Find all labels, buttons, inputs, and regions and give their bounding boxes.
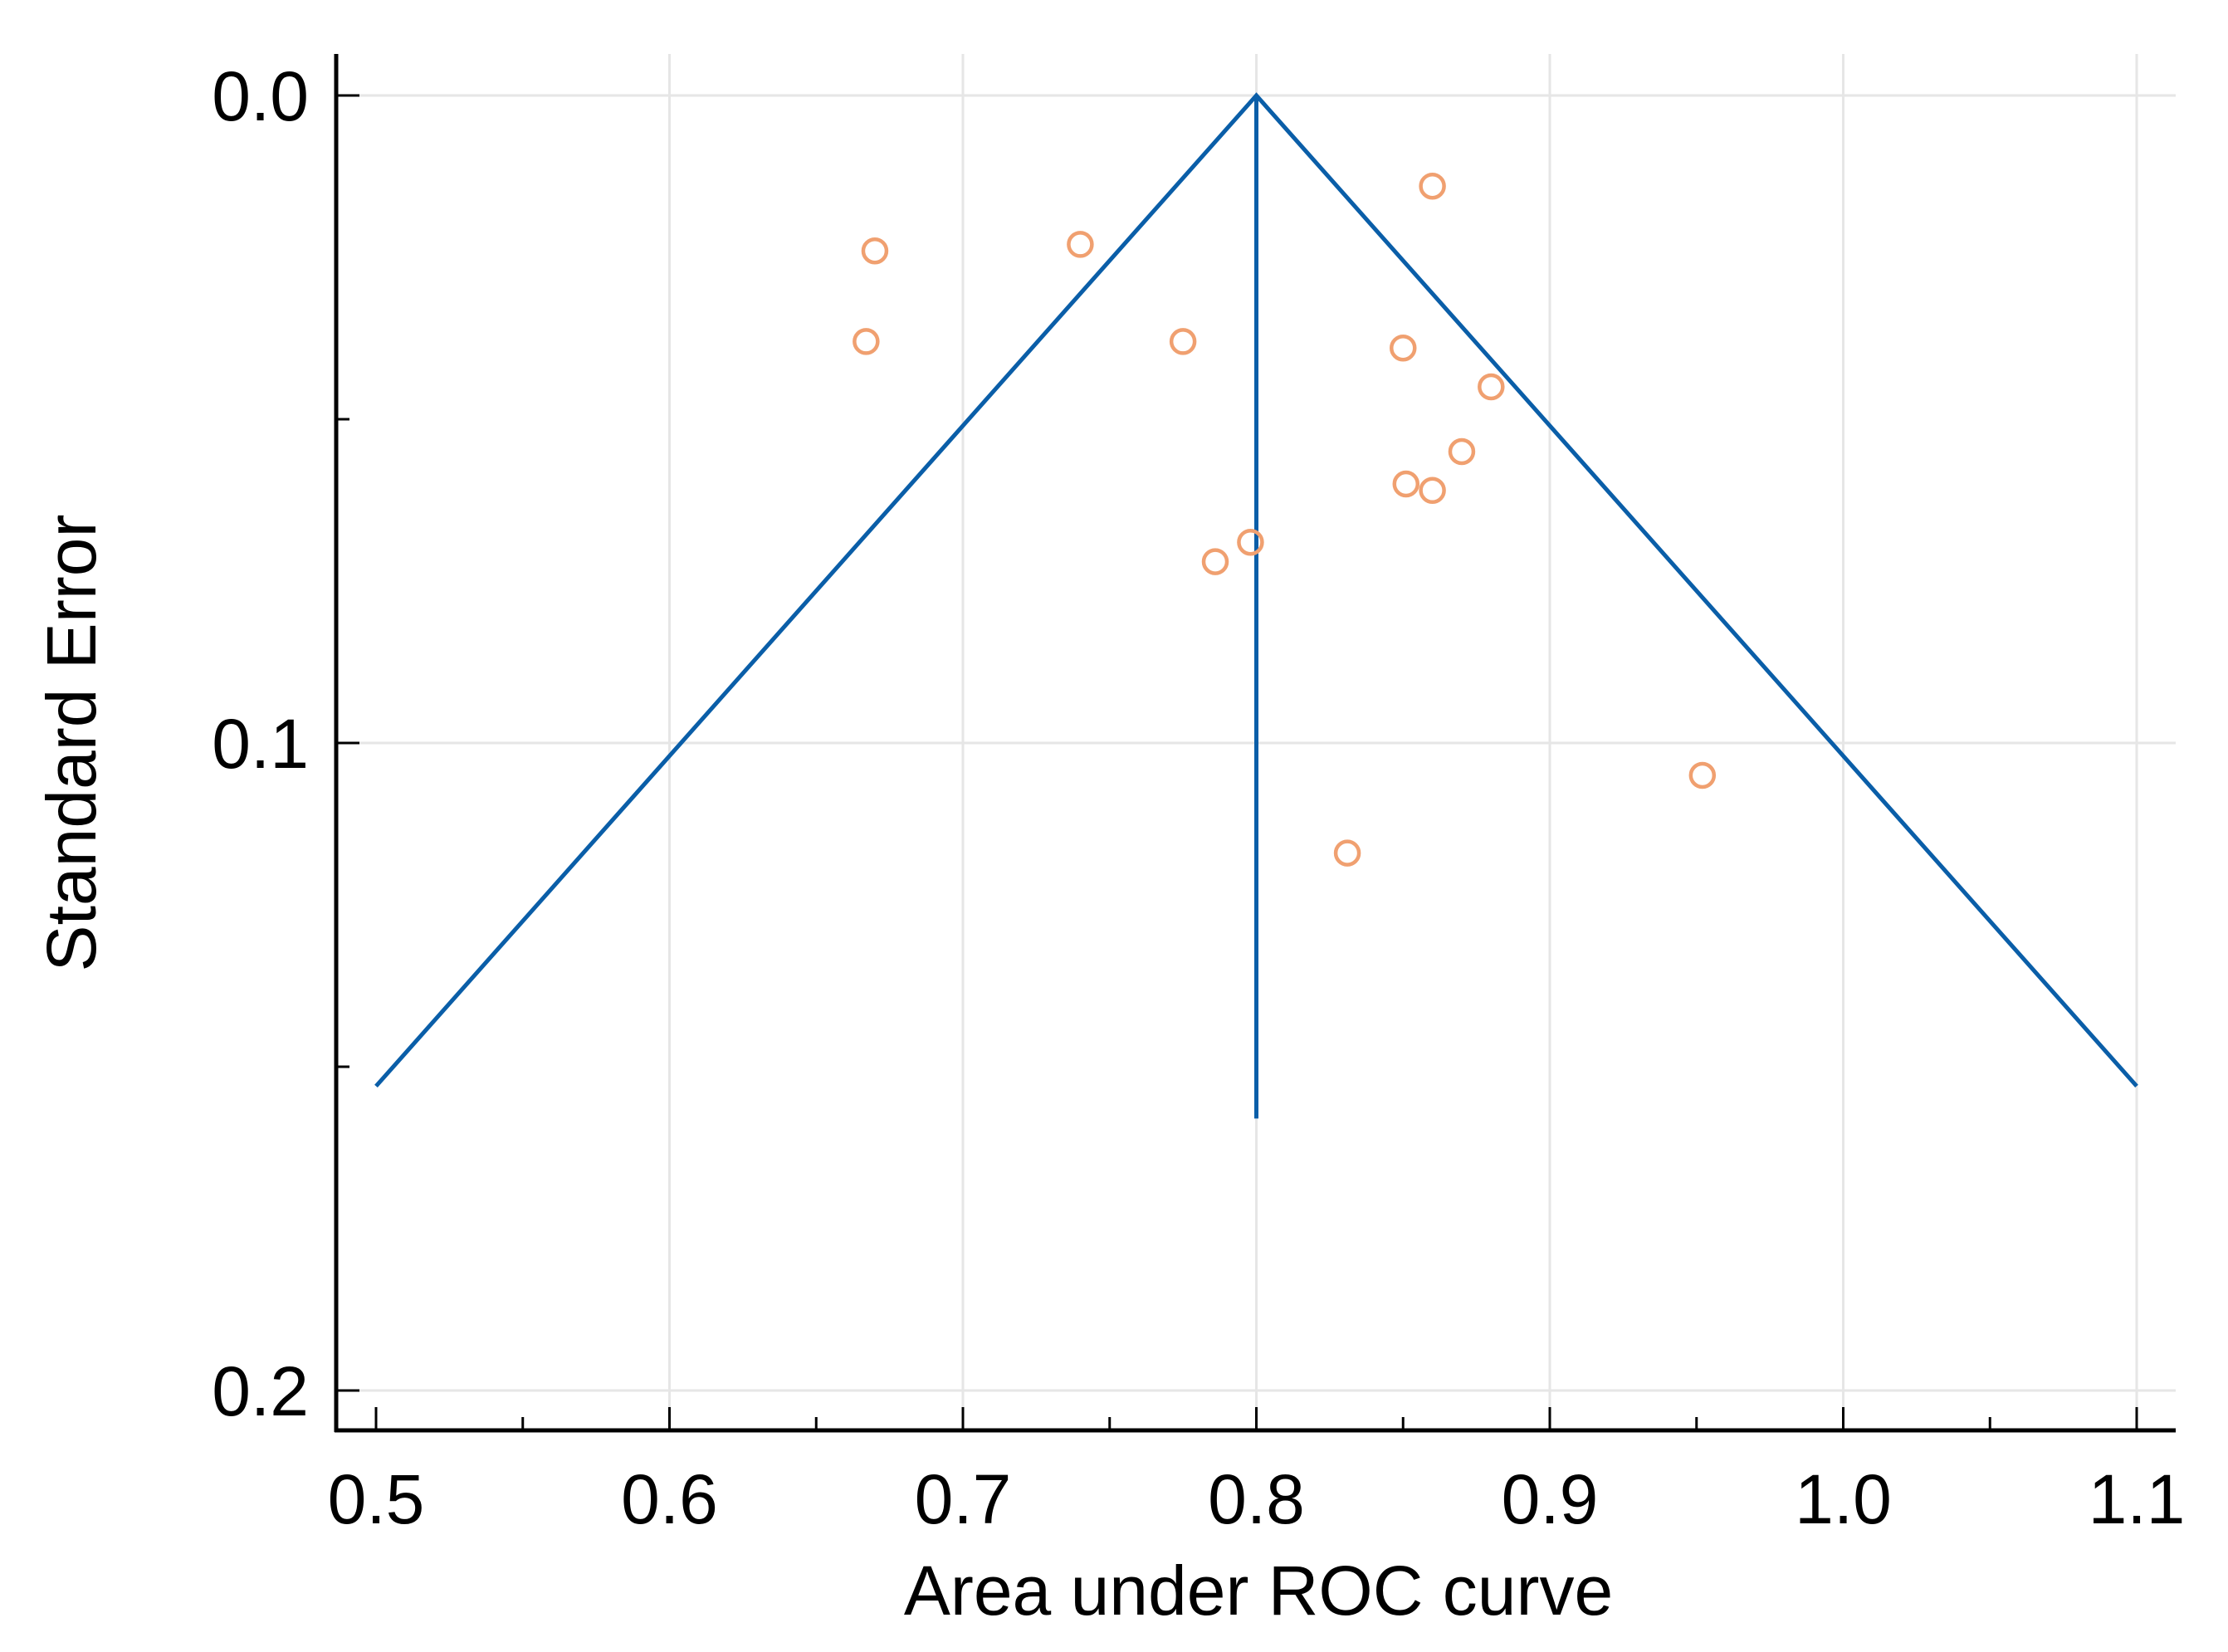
data-point bbox=[1390, 334, 1417, 362]
x-axis-title: Area under ROC curve bbox=[904, 1552, 1613, 1630]
x-tick-label: 0.9 bbox=[1502, 1460, 1599, 1538]
data-point bbox=[1419, 477, 1446, 505]
data-point bbox=[1169, 328, 1197, 355]
y-tick-label: 0.1 bbox=[212, 705, 309, 783]
data-point bbox=[1688, 761, 1717, 789]
y-tick-label: 0.0 bbox=[212, 57, 309, 135]
x-tick-label: 0.5 bbox=[328, 1460, 425, 1538]
data-point bbox=[1067, 231, 1094, 258]
x-tick-label: 0.6 bbox=[621, 1460, 718, 1538]
tick-labels: 0.5 0.6 0.7 0.8 0.9 1.0 1.1 0.0 0.1 0.2 bbox=[212, 57, 2185, 1538]
axes bbox=[334, 54, 2176, 1433]
data-point bbox=[861, 237, 889, 265]
x-tick-label: 0.8 bbox=[1208, 1460, 1305, 1538]
data-point bbox=[1201, 548, 1229, 575]
x-tick-label: 1.0 bbox=[1795, 1460, 1892, 1538]
data-point bbox=[1237, 528, 1264, 556]
x-tick-label: 1.1 bbox=[2089, 1460, 2186, 1538]
data-points bbox=[853, 172, 1717, 867]
data-point bbox=[1448, 437, 1476, 466]
data-point bbox=[1478, 373, 1505, 401]
data-point bbox=[1392, 470, 1420, 498]
data-point bbox=[853, 328, 880, 355]
funnel-lines bbox=[374, 92, 2138, 1119]
data-point bbox=[1419, 172, 1446, 200]
data-point bbox=[1333, 839, 1361, 867]
y-tick-label: 0.2 bbox=[212, 1352, 309, 1430]
y-axis-title: Standard Error bbox=[32, 515, 110, 972]
x-tick-label: 0.7 bbox=[915, 1460, 1012, 1538]
